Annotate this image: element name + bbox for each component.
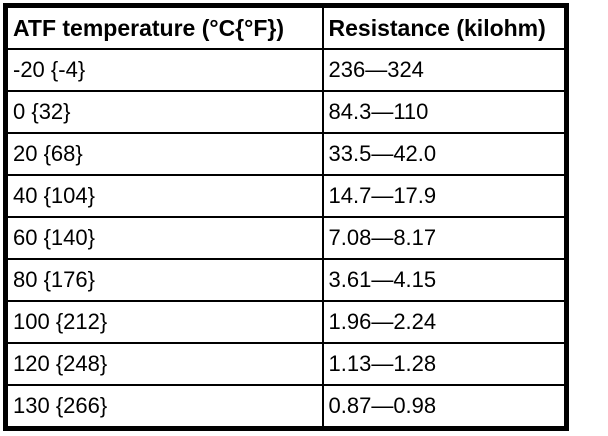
temperature-cell: -20 {-4} — [4, 48, 324, 92]
temperature-cell: 40 {104} — [4, 174, 324, 218]
table-row: 100 {212} 1.96—2.24 — [4, 300, 568, 344]
resistance-cell: 14.7—17.9 — [321, 174, 568, 218]
table-row: 0 {32} 84.3—110 — [4, 90, 568, 134]
temperature-cell: 20 {68} — [4, 132, 324, 176]
resistance-cell: 1.96—2.24 — [321, 300, 568, 344]
table-row: 60 {140} 7.08—8.17 — [4, 216, 568, 260]
temperature-cell: 0 {32} — [4, 90, 324, 134]
resistance-cell: 33.5—42.0 — [321, 132, 568, 176]
resistance-cell: 0.87—0.98 — [321, 384, 568, 430]
table-row: 40 {104} 14.7—17.9 — [4, 174, 568, 218]
resistance-cell: 84.3—110 — [321, 90, 568, 134]
temperature-cell: 80 {176} — [4, 258, 324, 302]
table-row: 80 {176} 3.61—4.15 — [4, 258, 568, 302]
table-row: 20 {68} 33.5—42.0 — [4, 132, 568, 176]
temperature-cell: 120 {248} — [4, 342, 324, 386]
table-row: 120 {248} 1.13—1.28 — [4, 342, 568, 386]
table-row: 130 {266} 0.87—0.98 — [4, 384, 568, 430]
resistance-cell: 7.08—8.17 — [321, 216, 568, 260]
resistance-cell: 1.13—1.28 — [321, 342, 568, 386]
resistance-cell: 236—324 — [321, 48, 568, 92]
resistance-cell: 3.61—4.15 — [321, 258, 568, 302]
temperature-cell: 130 {266} — [4, 384, 324, 430]
temperature-cell: 100 {212} — [4, 300, 324, 344]
table-row: -20 {-4} 236—324 — [4, 48, 568, 92]
atf-resistance-table: ATF temperature (°C{°F}) Resistance (kil… — [3, 3, 569, 431]
table-header-row: ATF temperature (°C{°F}) Resistance (kil… — [4, 4, 568, 50]
column-header-resistance: Resistance (kilohm) — [321, 4, 568, 50]
temperature-cell: 60 {140} — [4, 216, 324, 260]
column-header-temperature: ATF temperature (°C{°F}) — [4, 4, 324, 50]
